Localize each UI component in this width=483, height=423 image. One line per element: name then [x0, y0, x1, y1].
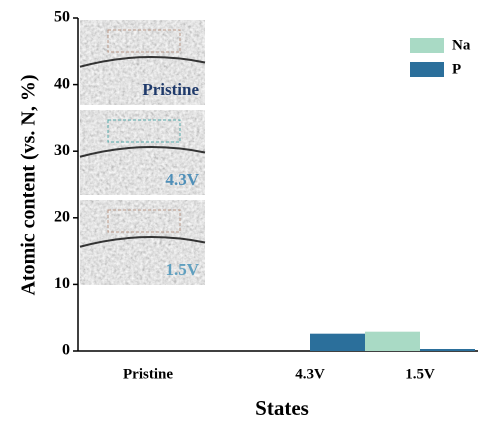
y-axis-title: Atomic content (vs. N, %): [18, 74, 40, 295]
bar: [310, 333, 365, 351]
inset-label: Pristine: [142, 80, 199, 99]
x-tick-label: 1.5V: [405, 366, 435, 382]
inset-scale: 5 μm: [86, 97, 97, 103]
inset-scale: 5 μm: [86, 187, 97, 193]
x-tick-label: Pristine: [123, 366, 173, 382]
inset-crack: [79, 56, 206, 68]
inset-crack: [79, 146, 206, 158]
bar: [365, 331, 420, 351]
inset-label: 4.3V: [165, 170, 199, 189]
y-tick-label: 50: [54, 9, 70, 26]
y-tick-label: 40: [54, 75, 70, 92]
inset-region: [107, 29, 181, 53]
inset-region: [107, 119, 181, 143]
y-tick-label: 10: [54, 275, 70, 292]
legend-label: P: [452, 61, 461, 77]
inset-label: 1.5V: [165, 260, 199, 279]
x-axis-title: States: [255, 396, 309, 420]
bar: [420, 349, 475, 351]
legend-swatch: [410, 38, 444, 53]
y-tick-label: 0: [62, 342, 70, 359]
y-tick-label: 20: [54, 208, 70, 225]
x-tick-label: 4.3V: [295, 366, 325, 382]
y-tick-label: 30: [54, 142, 70, 159]
inset-crack: [79, 236, 206, 248]
inset-scale: 5 μm: [86, 277, 97, 283]
legend-label: Na: [452, 37, 471, 53]
legend-swatch: [410, 62, 444, 77]
inset-region: [107, 209, 181, 233]
